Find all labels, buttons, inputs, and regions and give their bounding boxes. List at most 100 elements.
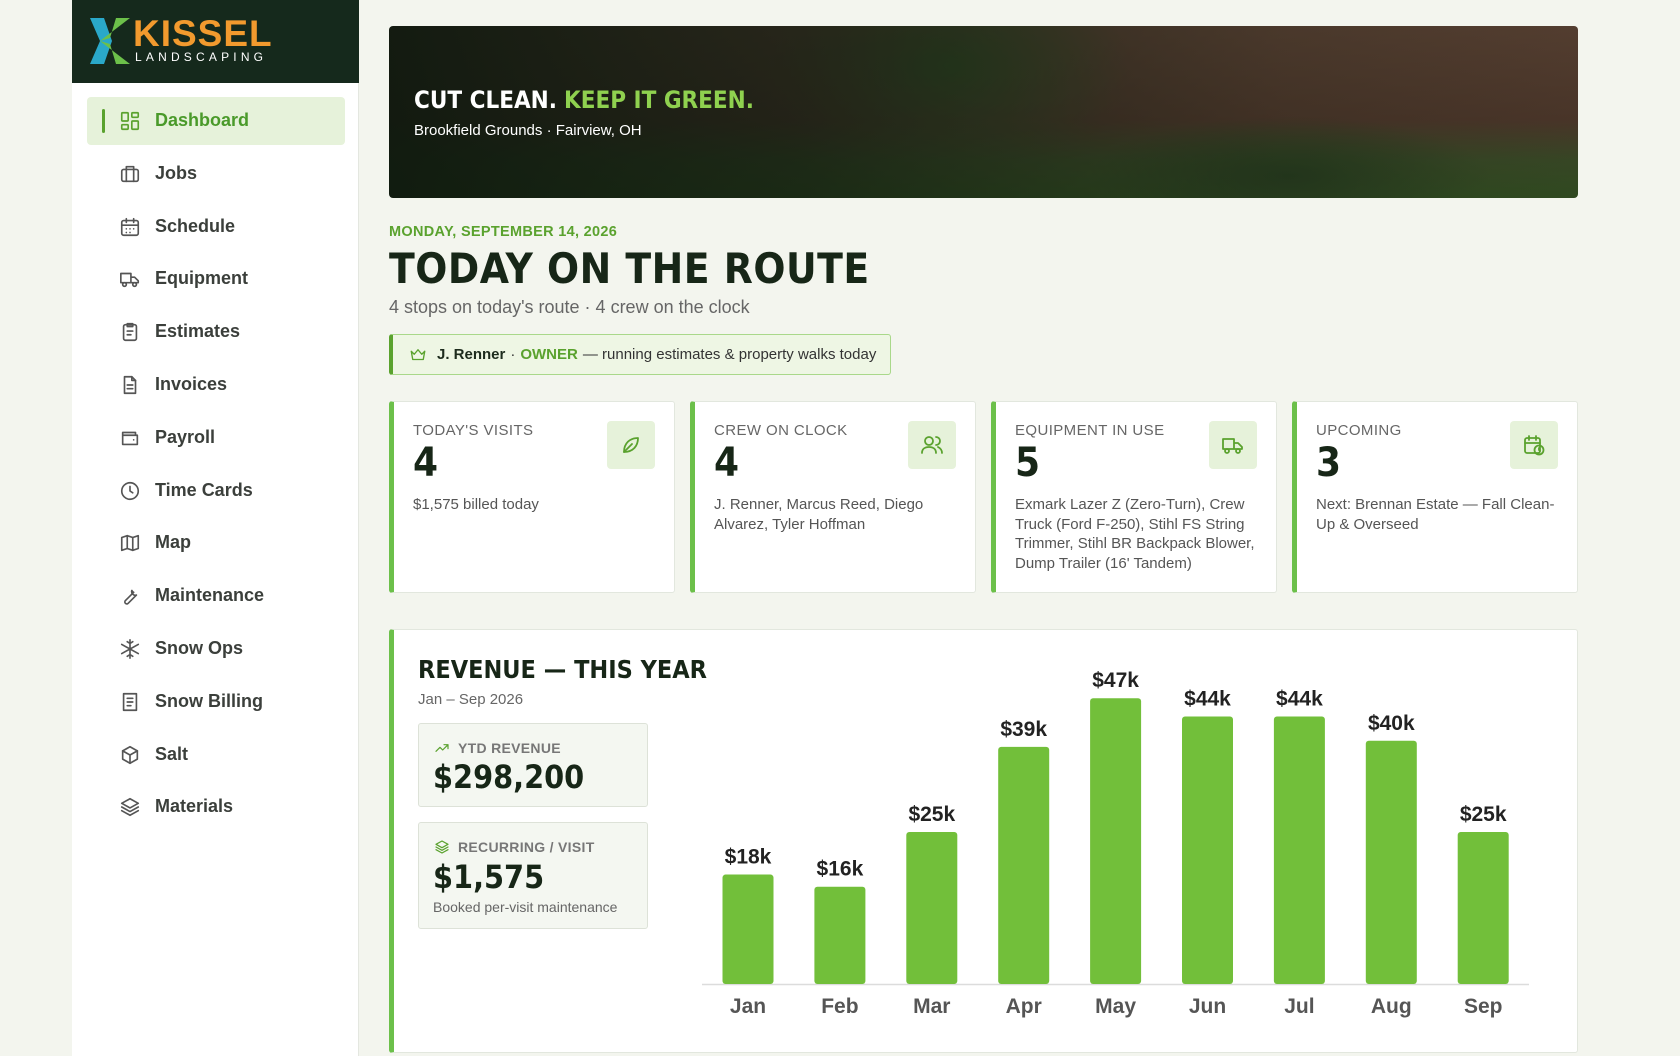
icon-part [121, 431, 139, 446]
stat-icon-box [1209, 421, 1257, 469]
icon-part [410, 349, 426, 361]
nav-item[interactable]: Time Cards [87, 467, 345, 515]
hero-banner: CUT CLEAN. KEEP IT GREEN. Brookfield Groun… [389, 26, 1578, 198]
nav-label: Salt [155, 743, 189, 764]
icon-part [123, 375, 137, 395]
icon-part [121, 431, 139, 446]
icon-part [435, 840, 449, 854]
nav-item[interactable]: Jobs [87, 150, 345, 198]
revenue-panel: REVENUE — THIS YEAR Jan – Sep 2026 YTD REV… [389, 629, 1578, 1053]
icon [619, 433, 643, 457]
icon [1221, 433, 1245, 457]
revenue-title: REVENUE — THIS YEAR [418, 655, 708, 684]
stat-icon-box [607, 421, 655, 469]
icon-part [121, 282, 128, 288]
icon [119, 691, 141, 713]
logo-mark [90, 18, 130, 64]
hero-headline: CUT CLEAN. KEEP IT GREEN. [414, 86, 754, 114]
nav-item[interactable]: Equipment [87, 255, 345, 303]
icon [119, 585, 141, 607]
icon-part [129, 485, 134, 494]
icon [1522, 433, 1546, 457]
ytd-label: YTD REVENUE [458, 740, 561, 756]
icon-part [1524, 435, 1541, 444]
nav-item[interactable]: Payroll [87, 414, 345, 462]
stat-value: 4 [714, 440, 740, 486]
stat-detail: J. Renner, Marcus Reed, Diego Alvarez, T… [714, 496, 924, 533]
nav-item[interactable]: Estimates [87, 308, 345, 356]
nav-item[interactable]: Materials [87, 783, 345, 831]
icon [920, 433, 944, 457]
icon-part [120, 111, 129, 122]
nav-item[interactable]: Snow Ops [87, 625, 345, 673]
owner-name: J. Renner [437, 346, 506, 363]
hero-location: Brookfield Grounds · Fairview, OH [414, 122, 642, 139]
icon-part [120, 639, 140, 659]
nav-item[interactable]: Invoices [87, 361, 345, 409]
icon-part [1524, 435, 1545, 456]
icon-part [120, 798, 140, 817]
headline-part: KEEP IT GREEN. [563, 86, 754, 114]
icon-part [1224, 448, 1230, 454]
nav-item[interactable]: Snow Billing [87, 678, 345, 726]
nav-label: Invoices [155, 374, 228, 394]
page-subtitle: 4 stops on today's route · 4 crew on the… [389, 297, 750, 317]
icon-part [120, 273, 140, 284]
owner-note: — running estimates & property walks tod… [582, 346, 877, 363]
icon [409, 346, 427, 364]
revenue-subtitle: Jan – Sep 2026 [418, 691, 524, 708]
nav-label: Snow Ops [155, 638, 244, 658]
icon-part [120, 165, 140, 182]
icon-part [924, 436, 934, 446]
icon-part [120, 111, 140, 131]
stat-label: TODAY'S VISITS [413, 422, 534, 439]
icon-part [100, 41, 130, 64]
icon-part [131, 282, 138, 288]
nav-label: Estimates [155, 321, 241, 342]
logo: KISSEL LANDSCAPING [72, 0, 359, 83]
stat-card: CREW ON CLOCK 4 J. Renner, Marcus Reed, Di… [690, 401, 976, 593]
nav-item[interactable]: Salt [87, 731, 345, 779]
icon-part [124, 589, 138, 605]
icon-part [120, 219, 140, 236]
stat-value: 5 [1015, 440, 1041, 486]
stat-detail: $1,575 billed today [413, 496, 539, 513]
icon [119, 796, 141, 818]
owner-role: OWNER [520, 346, 578, 363]
owner-separator: · [510, 346, 516, 363]
icon-part [1538, 447, 1541, 452]
nav-item[interactable]: Dashboard [87, 97, 345, 145]
icon-part [126, 697, 134, 707]
icon-part [921, 436, 943, 454]
nav-item[interactable]: Schedule [87, 203, 345, 251]
icon-part [125, 165, 135, 182]
recurring-label: RECURRING / VISIT [458, 839, 595, 855]
nav-label: Time Cards [155, 479, 253, 500]
stat-icon-box [1510, 421, 1558, 469]
stat-value: 3 [1316, 440, 1342, 486]
stat-label: CREW ON CLOCK [714, 422, 848, 439]
nav-label: Map [155, 532, 191, 553]
headline-part: CUT CLEAN. [414, 86, 557, 114]
stat-detail: Exmark Lazer Z (Zero-Turn), Crew Truck (… [1015, 496, 1255, 572]
icon [434, 740, 450, 756]
icon-part [120, 217, 140, 236]
icon-part [120, 481, 140, 500]
icon [119, 374, 141, 396]
brand-tagline: LANDSCAPING [135, 50, 268, 64]
recurring-box: RECURRING / VISIT $1,575 Booked per-visit … [418, 822, 648, 929]
icon-part [435, 744, 449, 752]
icon-part [90, 18, 130, 64]
icon [119, 638, 141, 660]
icon-part [126, 375, 137, 390]
nav-item[interactable]: Map [87, 519, 345, 567]
icon-part [623, 437, 639, 453]
icon-part [124, 589, 138, 605]
stat-detail: Next: Brennan Estate — Fall Clean-Up & O… [1316, 496, 1555, 533]
icon-part [131, 120, 140, 131]
icon-part [435, 840, 449, 849]
nav-label: Jobs [155, 162, 198, 183]
nav-item[interactable]: Maintenance [87, 572, 345, 620]
icon-part [120, 168, 140, 182]
